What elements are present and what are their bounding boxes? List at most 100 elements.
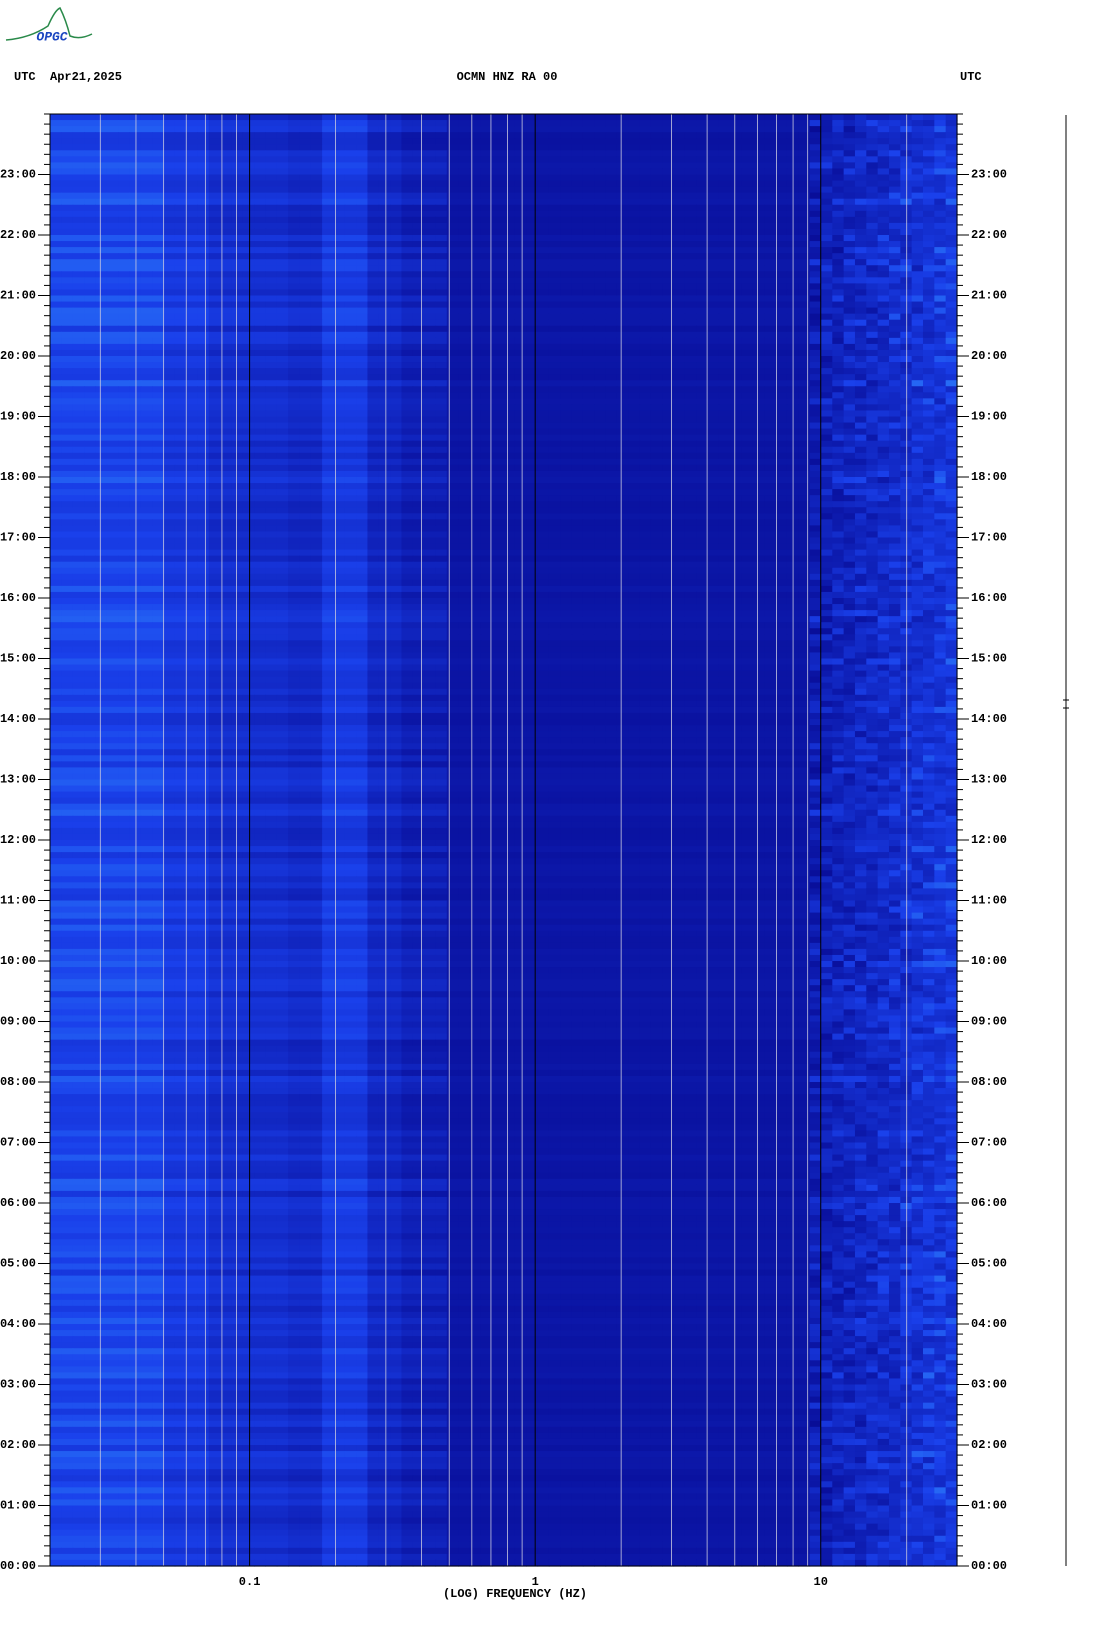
spectrogram-cell — [378, 216, 391, 224]
spectrogram-cell — [537, 398, 550, 405]
spectrogram-cell — [945, 126, 958, 133]
spectrogram-cell — [333, 204, 346, 212]
spectrogram-cell — [673, 428, 686, 436]
spectrogram-cell — [673, 349, 686, 357]
spectrogram-cell — [390, 150, 403, 157]
spectrogram-cell — [934, 198, 947, 206]
spectrogram-cell — [186, 222, 198, 230]
spectrogram-cell — [197, 228, 210, 236]
spectrogram-cell — [322, 259, 335, 266]
spectrogram-cell — [140, 277, 153, 284]
spectrogram-cell — [61, 313, 74, 321]
spectrogram-cell — [741, 228, 754, 236]
spectrogram-cell — [469, 180, 482, 188]
spectrogram-cell — [310, 162, 323, 170]
spectrogram-cell — [877, 428, 890, 436]
spectrogram-cell — [514, 477, 527, 484]
spectrogram-cell — [72, 428, 85, 436]
spectrogram-cell — [945, 192, 958, 200]
spectrogram-cell — [616, 362, 629, 369]
spectrogram-cell — [718, 150, 731, 157]
spectrogram-cell — [764, 422, 777, 430]
spectrogram-cell — [174, 132, 187, 139]
spectrogram-cell — [662, 483, 675, 490]
spectrogram-cell — [288, 204, 301, 212]
spectrogram-cell — [50, 283, 62, 291]
spectrogram-cell — [186, 150, 198, 157]
spectrogram-cell — [163, 446, 176, 454]
spectrogram-cell — [367, 144, 380, 151]
spectrogram-cell — [560, 307, 573, 315]
spectrogram-cell — [344, 144, 357, 151]
spectrogram-cell — [911, 180, 924, 188]
spectrogram-cell — [129, 489, 142, 496]
spectrogram-cell — [186, 362, 198, 369]
spectrogram-cell — [163, 114, 176, 121]
spectrogram-cell — [390, 289, 403, 297]
spectrogram-cell — [469, 144, 482, 151]
spectrogram-cell — [934, 356, 947, 363]
spectrogram-cell — [650, 295, 663, 303]
spectrogram-cell — [503, 470, 516, 478]
spectrogram-cell — [877, 120, 890, 127]
spectrogram-cell — [61, 114, 74, 121]
spectrogram-cell — [582, 374, 595, 381]
spectrogram-cell — [911, 380, 924, 387]
spectrogram-cell — [152, 410, 164, 418]
spectrogram-cell — [152, 362, 164, 369]
spectrogram-cell — [616, 253, 629, 260]
spectrogram-cell — [514, 374, 527, 381]
spectrogram-cell — [650, 386, 663, 393]
spectrogram-cell — [220, 477, 232, 484]
spectrogram-cell — [934, 416, 947, 424]
spectrogram-cell — [900, 168, 913, 176]
spectrogram-cell — [707, 144, 720, 151]
spectrogram-cell — [208, 362, 221, 369]
spectrogram-cell — [798, 343, 811, 351]
spectrogram-cell — [764, 222, 777, 230]
spectrogram-cell — [322, 210, 335, 218]
spectrogram-cell — [741, 386, 754, 393]
spectrogram-cell — [265, 380, 278, 387]
spectrogram-cell — [752, 392, 765, 399]
spectrogram-cell — [140, 144, 153, 151]
spectrogram-cell — [242, 386, 255, 393]
spectrogram-cell — [197, 180, 210, 188]
spectrogram-cell — [106, 283, 119, 291]
spectrogram-cell — [503, 386, 516, 393]
spectrogram-cell — [526, 319, 539, 327]
spectrogram-cell — [106, 235, 119, 242]
spectrogram-cell — [514, 404, 527, 412]
spectrogram-cell — [639, 313, 652, 321]
spectrogram-cell — [741, 404, 754, 412]
spectrogram-cell — [548, 138, 561, 145]
spectrogram-cell — [276, 434, 289, 442]
spectrogram-cell — [95, 180, 108, 188]
spectrogram-cell — [832, 319, 845, 327]
spectrogram-cell — [605, 319, 618, 327]
spectrogram-cell — [242, 458, 255, 466]
spectrogram-cell — [220, 392, 232, 399]
spectrogram-cell — [118, 452, 130, 460]
spectrogram-cell — [322, 313, 335, 321]
spectrogram-cell — [299, 277, 312, 284]
spectrogram-cell — [843, 410, 856, 418]
spectrogram-cell — [265, 192, 278, 200]
spectrogram-cell — [854, 392, 867, 399]
spectrogram-cell — [333, 247, 346, 254]
spectrogram-cell — [344, 235, 357, 242]
spectrogram-cell — [356, 235, 369, 242]
spectrogram-cell — [877, 434, 890, 442]
spectrogram-cell — [140, 271, 153, 278]
spectrogram-cell — [356, 126, 369, 133]
spectrogram-cell — [50, 216, 62, 224]
spectrogram-cell — [707, 168, 720, 176]
spectrogram-cell — [854, 277, 867, 284]
spectrogram-cell — [548, 228, 561, 236]
spectrogram-cell — [446, 343, 459, 351]
spectrogram-cell — [163, 477, 176, 484]
spectrogram-cell — [458, 222, 471, 230]
spectrogram-cell — [242, 319, 255, 327]
spectrogram-cell — [242, 452, 255, 460]
spectrogram-cell — [650, 380, 663, 387]
